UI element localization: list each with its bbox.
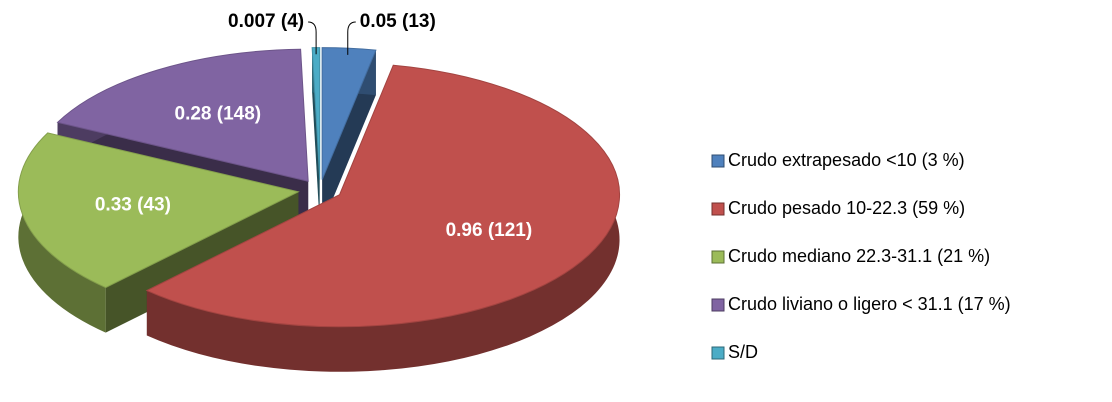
legend-swatch	[711, 346, 725, 360]
slice-top	[56, 48, 309, 182]
legend-label: S/D	[728, 342, 758, 362]
legend-swatch	[711, 154, 725, 168]
leader-line	[308, 21, 317, 55]
value-label: 0.33 (43)	[95, 195, 171, 216]
leader-line	[347, 21, 356, 55]
value-label: 0.007 (4)	[228, 11, 304, 32]
slice-top	[311, 47, 321, 180]
slice-top	[17, 132, 300, 289]
legend-swatch	[711, 298, 725, 312]
legend-label: Crudo pesado 10-22.3 (59 %)	[728, 198, 965, 218]
legend-swatch	[711, 202, 725, 216]
slice-top	[321, 47, 377, 180]
legend-label: Crudo liviano o ligero < 31.1 (17 %)	[728, 294, 1011, 314]
value-label: 0.05 (13)	[360, 11, 436, 32]
pie-slice	[321, 47, 377, 225]
slice-side	[146, 65, 620, 372]
legend-label: Crudo extrapesado <10 (3 %)	[728, 150, 965, 170]
slice-top	[145, 64, 621, 328]
pie-slice	[145, 64, 621, 372]
legend-label: Crudo mediano 22.3-31.1 (21 %)	[728, 246, 990, 266]
value-label: 0.28 (148)	[175, 103, 262, 124]
pie-slice	[311, 47, 321, 225]
value-label: 0.96 (121)	[446, 220, 533, 241]
legend-swatch	[711, 250, 725, 264]
